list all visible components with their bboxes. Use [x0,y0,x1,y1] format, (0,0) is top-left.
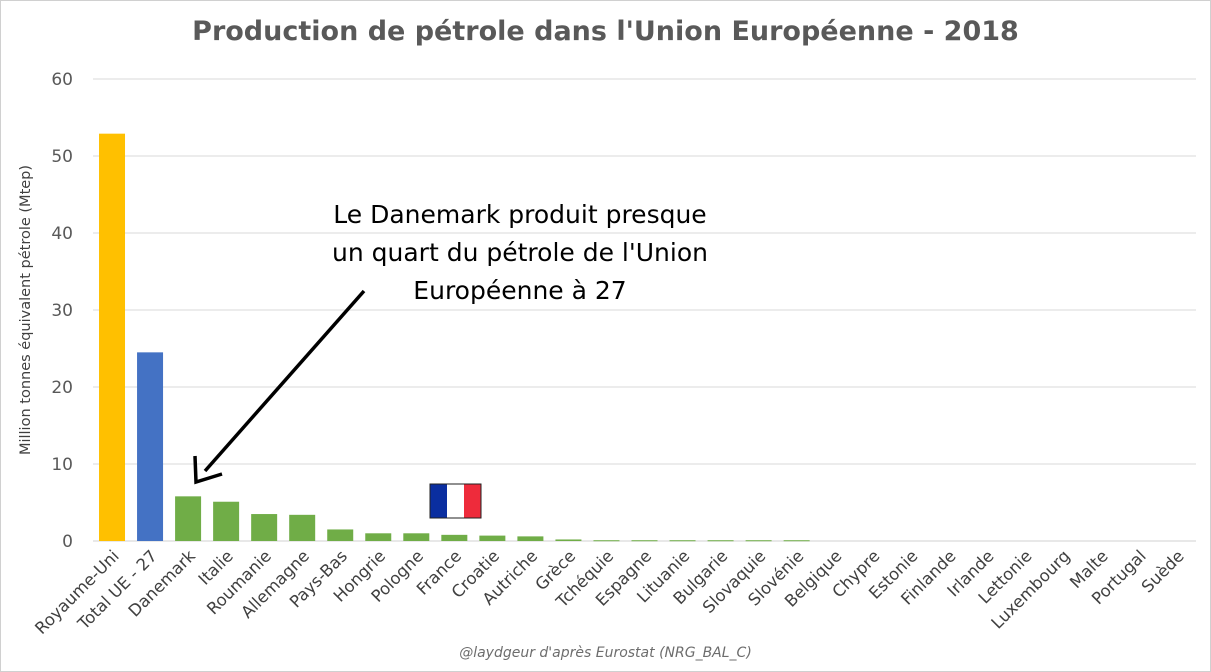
annotation-line: Le Danemark produit presque [333,200,707,229]
flag-blue-stripe [430,484,447,518]
flag-border [429,483,482,519]
bar [593,540,620,542]
y-tick-labels: 0 10 20 30 40 50 60 [51,70,73,552]
bar [137,352,164,541]
bar [745,540,772,542]
bar [441,534,468,541]
y-tick-label: 10 [51,455,73,475]
bar [707,540,734,542]
bar [479,535,506,541]
bar [99,133,126,542]
bar [327,529,354,541]
y-tick-label: 30 [51,301,73,321]
bar [669,540,696,542]
annotation-line: Européenne à 27 [413,276,627,305]
bar [213,501,240,541]
annotation-text: Le Danemark produit presque un quart du … [300,196,740,310]
france-flag-icon [429,483,482,519]
y-tick-label: 60 [51,70,73,90]
source-note: @laydgeur d'après Eurostat (NRG_BAL_C) [459,645,752,661]
grid-lines [93,78,1196,542]
bar [365,533,392,541]
bar [175,496,202,541]
annotation-line: un quart du pétrole de l'Union [332,238,708,267]
bar [783,540,810,542]
y-tick-label: 40 [51,224,73,244]
bar [403,533,430,541]
x-tick-label: Suède [1138,546,1188,596]
bar [289,514,316,541]
flag-red-stripe [464,484,481,518]
y-tick-label: 50 [51,147,73,167]
bar [631,540,658,542]
bar [517,536,544,541]
bar [251,514,278,541]
arrow-head [193,455,223,485]
flag-white-stripe [447,484,464,518]
bar [555,539,582,541]
bars [99,133,810,542]
y-tick-label: 20 [51,378,73,398]
arrow-icon [193,289,366,485]
chart-title: Production de pétrole dans l'Union Europ… [192,16,1019,47]
arrow-shaft [203,289,366,473]
y-tick-label: 0 [62,532,73,552]
